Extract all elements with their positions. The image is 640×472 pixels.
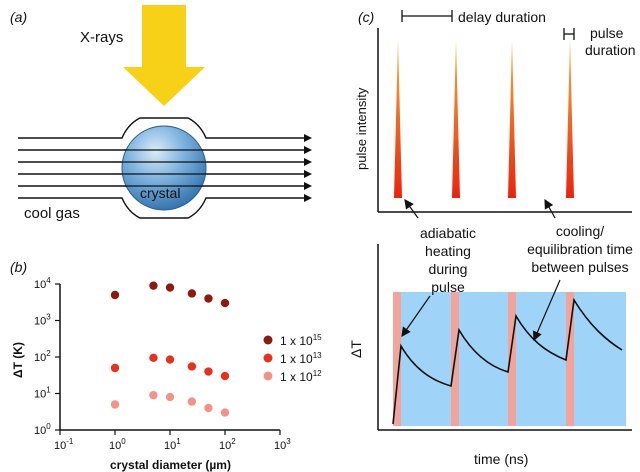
b-legend-label: 1 x 1012 [280, 369, 322, 384]
b-data-point [165, 283, 175, 292]
c-top-ylabel: pulse intensity [354, 87, 369, 170]
b-data-point [165, 355, 175, 364]
panel-c-label: (c) [358, 9, 374, 25]
b-y-tick-label: 102 [34, 349, 51, 364]
b-data-point [110, 363, 120, 373]
b-data-point [220, 371, 230, 381]
b-data-point [110, 400, 120, 409]
gas-label: cool gas [24, 205, 80, 222]
annot-left-2: heating [425, 243, 471, 259]
b-data-point [149, 281, 158, 290]
b-data-point [187, 289, 197, 298]
b-xlabel: crystal diameter (µm) [110, 458, 231, 472]
b-data-point [149, 390, 158, 400]
b-y-tick-label: 101 [34, 386, 51, 401]
b-data-point [204, 367, 213, 376]
b-data-point [204, 403, 213, 413]
arrow-to-pulse-1 [404, 199, 419, 219]
b-data-point [110, 290, 120, 300]
panel-a-label: (a) [10, 9, 27, 25]
c-bottom-ylabel: ΔT [348, 340, 364, 358]
b-legend-label: 1 x 1013 [280, 351, 322, 366]
crystal-label: crystal [140, 185, 180, 201]
annot-left-4: pulse [431, 279, 465, 295]
annot-right-2: equilibration time [527, 241, 633, 257]
b-x-tick-label: 103 [274, 437, 291, 452]
b-data-point [165, 392, 175, 402]
pulse-1 [394, 40, 402, 198]
cooling-band-4 [574, 292, 626, 426]
panel-c: (c) pulse intensity delay duration pulse… [348, 9, 636, 467]
annot-right-1: cooling/ [556, 223, 604, 239]
heating-band-4 [566, 292, 574, 426]
b-legend-marker [263, 371, 273, 381]
cooling-band-3 [516, 292, 566, 426]
pulse-4 [566, 40, 574, 198]
b-legend-marker [263, 353, 273, 363]
b-data-point [149, 353, 158, 363]
pulse-label-2: duration [585, 42, 636, 58]
delay-bracket [401, 10, 453, 22]
b-x-tick-label: 10-1 [54, 437, 74, 452]
arrow-to-heating [401, 295, 431, 337]
xray-arrow [123, 5, 205, 106]
crystal-sphere [121, 125, 207, 211]
c-xlabel: time (ns) [474, 451, 528, 467]
b-data-point [220, 408, 230, 417]
xray-label: X-rays [80, 29, 123, 46]
b-x-tick-label: 101 [164, 437, 181, 452]
b-data-point [187, 362, 197, 371]
b-ylabel: ΔT (K) [11, 342, 25, 378]
b-y-tick-label: 100 [34, 422, 51, 437]
pulse-3 [508, 40, 516, 198]
b-points [110, 281, 230, 417]
arrow-to-gap [544, 198, 556, 219]
panel-b-label: (b) [10, 259, 27, 275]
cooling-band-1 [400, 292, 452, 426]
pulse-label-1: pulse [590, 25, 624, 41]
annot-left-1: adiabatic [420, 225, 476, 241]
b-data-point [204, 294, 213, 303]
b-x-tick-label: 102 [219, 437, 236, 452]
panel-a: (a) X-rays crystal cool gas [10, 5, 312, 222]
flow-arrowheads [304, 134, 312, 202]
heating-band-1 [393, 292, 401, 426]
heating-band-3 [508, 292, 516, 426]
delay-label: delay duration [458, 9, 546, 25]
b-data-point [187, 397, 197, 406]
arrow-to-cooling [532, 279, 561, 342]
pulse-2 [452, 40, 460, 198]
b-legend: 1 x 1015 1 x 1013 1 x 1012 [263, 333, 322, 384]
annot-right-3: between pulses [531, 259, 628, 275]
b-legend-label: 1 x 1015 [280, 333, 322, 348]
pulse-bracket [563, 28, 575, 40]
b-x-tick-label: 100 [109, 437, 126, 452]
b-y-tick-label: 104 [34, 276, 51, 291]
b-y-tick-label: 103 [34, 313, 51, 328]
annot-left-3: during [429, 261, 468, 277]
temperature-curve [392, 297, 623, 425]
b-data-point [220, 298, 230, 308]
flow-lines-over-sphere [122, 149, 206, 187]
b-legend-marker [263, 335, 273, 345]
